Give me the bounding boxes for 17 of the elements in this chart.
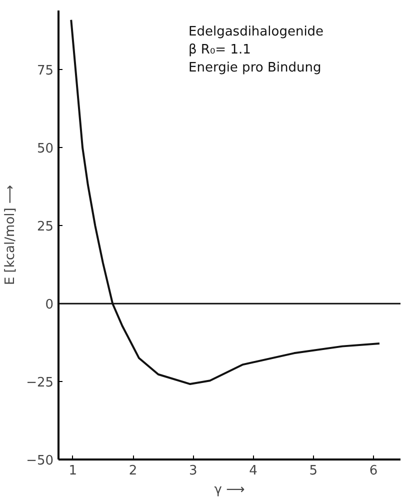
y-tick-label: 50 [36,142,54,157]
annotation: Energie pro Bindung [188,60,322,76]
y-tick-label: 0 [45,298,54,313]
y-axis-title: E [kcal/mol] ⟶ [3,184,18,286]
annotation: Edelgasdihalogenide [188,24,324,40]
x-axis-title: γ ⟶ [214,482,245,498]
x-tick-label: 3 [189,464,198,478]
x-tick-label: 6 [369,464,378,478]
y-tick-label: −25 [26,376,54,391]
x-tick-label: 5 [309,464,318,478]
y-tick-label: 25 [36,220,54,235]
x-tick-label: 2 [128,464,138,478]
x-tick-label: 1 [68,464,78,478]
x-tick-label: 4 [249,464,258,478]
annotation: β R₀= 1.1 [188,42,251,58]
y-tick-label: −50 [26,454,54,468]
y-tick-label: 75 [36,64,54,79]
